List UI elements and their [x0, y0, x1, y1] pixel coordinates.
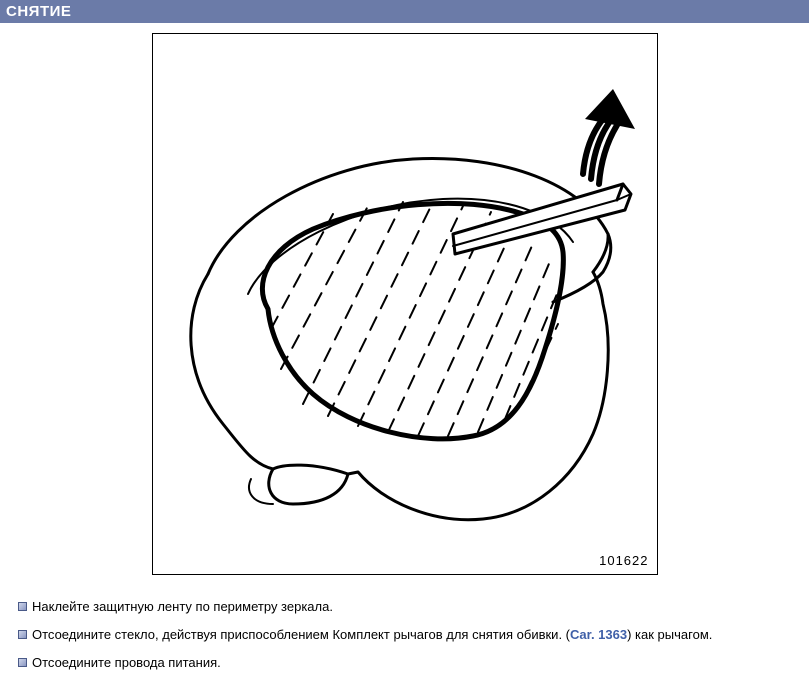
step-item: Отсоедините провода питания.	[18, 654, 799, 672]
bullet-icon	[18, 630, 27, 639]
step-text: Отсоедините провода питания.	[32, 655, 221, 670]
step-text-prefix: Отсоедините стекло, действуя приспособле…	[32, 627, 570, 642]
tool-reference-link[interactable]: Car. 1363	[570, 627, 627, 642]
step-item: Отсоедините стекло, действуя приспособле…	[18, 626, 799, 644]
figure-box: 101622	[152, 33, 658, 575]
section-header: СНЯТИЕ	[0, 0, 809, 23]
step-text-suffix: ) как рычагом.	[627, 627, 712, 642]
step-item: Наклейте защитную ленту по периметру зер…	[18, 598, 799, 616]
bullet-icon	[18, 658, 27, 667]
figure-id-label: 101622	[599, 553, 648, 568]
steps-list: Наклейте защитную ленту по периметру зер…	[0, 598, 809, 693]
step-text: Наклейте защитную ленту по периметру зер…	[32, 599, 333, 614]
bullet-icon	[18, 602, 27, 611]
section-title: СНЯТИЕ	[6, 3, 71, 20]
figure-container: 101622	[0, 33, 809, 578]
mirror-diagram	[153, 34, 657, 574]
